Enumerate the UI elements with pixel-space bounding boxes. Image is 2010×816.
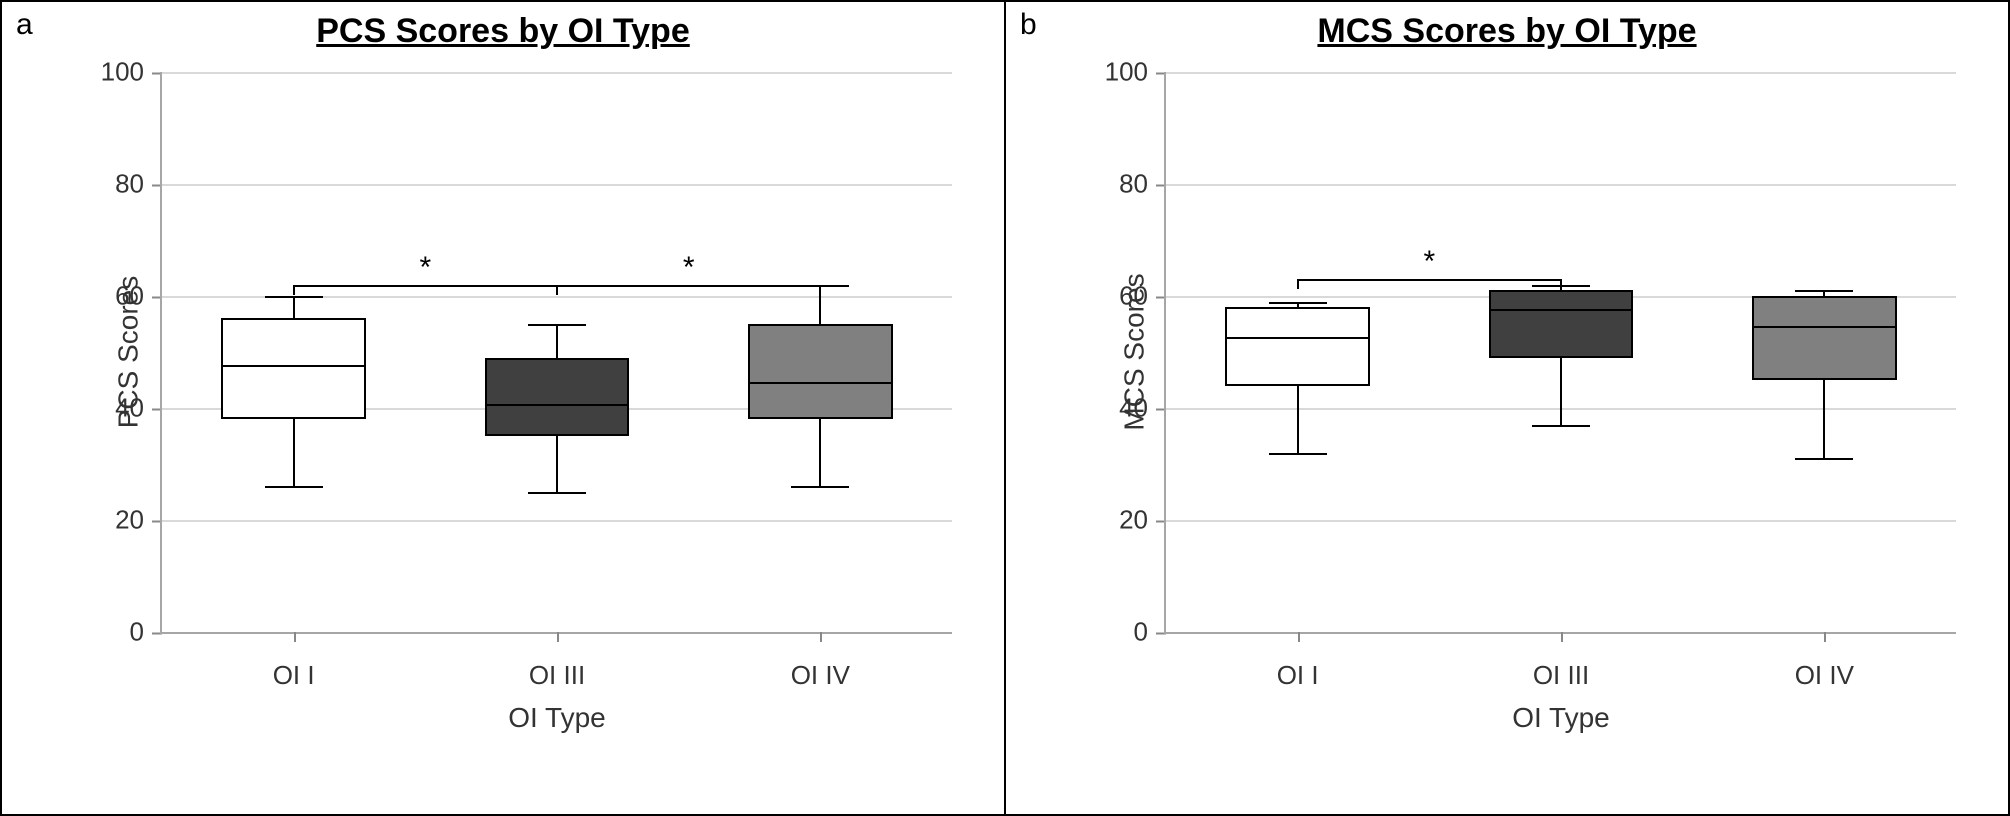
box [1489,290,1634,357]
significance-tick [556,285,558,295]
gridline [162,72,952,74]
whisker-cap [1269,453,1327,455]
significance-label: * [419,251,431,285]
median-line [1227,337,1368,339]
y-axis [160,72,162,634]
box [1225,307,1370,385]
x-tick-label: OI IV [1795,632,1854,691]
whisker-cap [528,492,586,494]
whisker-cap [1269,302,1327,304]
significance-bar [557,285,820,287]
y-tick-label: 80 [1119,169,1166,200]
y-tick-label: 0 [1134,617,1166,648]
y-tick-label: 20 [1119,505,1166,536]
panel-b: bMCS Scores by OI Type020406080100MCS Sc… [1006,2,2010,816]
box [748,324,893,419]
plot-area: 020406080100MCS ScoresOI TypeOI IOI IIIO… [1166,72,1956,632]
x-tick-label: OI III [1533,632,1589,691]
median-line [487,404,628,406]
whisker-cap [265,296,323,298]
plot-area: 020406080100PCS ScoresOI TypeOI IOI IIIO… [162,72,952,632]
y-axis-title: PCS Scores [112,276,144,429]
panel-a: aPCS Scores by OI Type020406080100PCS Sc… [2,2,1006,816]
y-tick-label: 100 [1105,57,1166,88]
y-axis [1164,72,1166,634]
whisker-cap [1532,425,1590,427]
x-tick-label: OI I [1277,632,1319,691]
box [1752,296,1897,380]
gridline [162,520,952,522]
y-tick-label: 100 [101,57,162,88]
x-tick-label: OI IV [791,632,850,691]
panel-title: PCS Scores by OI Type [2,12,1004,51]
whisker-cap [791,486,849,488]
y-axis-title: MCS Scores [1119,273,1151,430]
y-tick-label: 80 [115,169,162,200]
whisker-cap [265,486,323,488]
significance-tick [1297,279,1299,289]
whisker-cap [1795,290,1853,292]
significance-label: * [1423,245,1435,279]
figure: aPCS Scores by OI Type020406080100PCS Sc… [0,0,2010,816]
significance-label: * [683,251,695,285]
gridline [1166,520,1956,522]
significance-tick [293,285,295,295]
box [221,318,366,419]
significance-bar [1298,279,1561,281]
significance-tick [819,285,821,295]
significance-bar [294,285,557,287]
gridline [162,184,952,186]
median-line [1754,326,1895,328]
median-line [223,365,364,367]
whisker-cap [1795,458,1853,460]
y-tick-label: 20 [115,505,162,536]
x-tick-label: OI III [529,632,585,691]
panel-title: MCS Scores by OI Type [1006,12,2008,51]
gridline [1166,72,1956,74]
x-tick-label: OI I [273,632,315,691]
y-tick-label: 0 [130,617,162,648]
significance-tick [1560,279,1562,289]
median-line [1491,309,1632,311]
gridline [1166,184,1956,186]
box [485,358,630,436]
median-line [750,382,891,384]
whisker-cap [528,324,586,326]
